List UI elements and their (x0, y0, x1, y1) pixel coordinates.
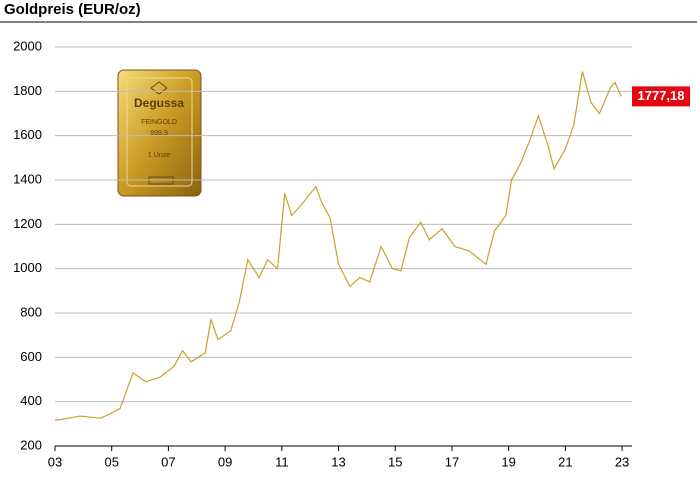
y-tick-label: 1000 (13, 260, 42, 275)
price-line (54, 71, 622, 422)
x-tick-label: 21 (558, 454, 572, 469)
gold-bar-image (117, 69, 202, 197)
chart-title: Goldpreis (EUR/oz) (4, 1, 141, 18)
x-tick-label: 05 (104, 454, 118, 469)
x-tick-label: 19 (501, 454, 515, 469)
image-brand: Degussa (134, 96, 184, 110)
x-tick-label: 17 (445, 454, 459, 469)
end-label-box (632, 86, 690, 107)
x-tick-label: 03 (48, 454, 62, 469)
x-tick-label: 23 (615, 454, 629, 469)
y-tick-label: 400 (20, 393, 42, 408)
x-tick-label: 13 (331, 454, 345, 469)
image-text: 999,9 (150, 130, 168, 137)
y-tick-label: 2000 (13, 38, 42, 53)
y-tick-label: 800 (20, 304, 42, 319)
image-text: FEINGOLD (141, 119, 177, 126)
y-tick-label: 1800 (13, 83, 42, 98)
end-label: 1777,18 (638, 88, 685, 103)
y-tick-label: 1600 (13, 127, 42, 142)
y-tick-label: 1200 (13, 216, 42, 231)
x-tick-label: 07 (161, 454, 175, 469)
image-text: 1 Unze (148, 152, 170, 159)
x-tick-label: 15 (388, 454, 402, 469)
y-tick-label: 1400 (13, 171, 42, 186)
x-tick-label: 09 (218, 454, 232, 469)
x-tick-label: 11 (275, 454, 289, 469)
y-tick-label: 200 (20, 437, 42, 452)
y-tick-label: 600 (20, 349, 42, 364)
